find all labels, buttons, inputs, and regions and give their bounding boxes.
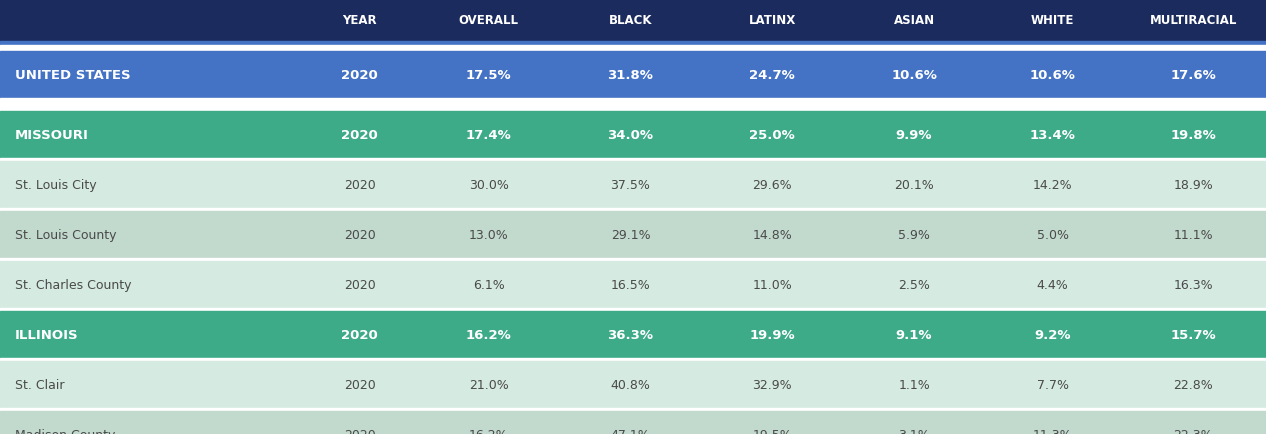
Text: 36.3%: 36.3% <box>608 328 653 341</box>
Text: 4.4%: 4.4% <box>1037 278 1069 291</box>
Text: 15.7%: 15.7% <box>1170 328 1217 341</box>
Text: 2020: 2020 <box>341 328 379 341</box>
Text: 11.1%: 11.1% <box>1174 228 1213 241</box>
Text: 19.8%: 19.8% <box>1170 129 1217 141</box>
Bar <box>0 208 1266 211</box>
Text: 10.6%: 10.6% <box>891 69 937 82</box>
Text: 30.0%: 30.0% <box>468 178 509 191</box>
Text: 16.3%: 16.3% <box>1174 278 1213 291</box>
Text: 34.0%: 34.0% <box>608 129 653 141</box>
Text: 22.8%: 22.8% <box>1174 378 1213 391</box>
Text: 40.8%: 40.8% <box>610 378 651 391</box>
Bar <box>0 358 1266 361</box>
Text: MULTIRACIAL: MULTIRACIAL <box>1150 14 1237 27</box>
Bar <box>0 159 1266 161</box>
Bar <box>0 0 1266 42</box>
Text: 9.9%: 9.9% <box>896 129 932 141</box>
Text: 13.4%: 13.4% <box>1029 129 1076 141</box>
Bar <box>0 42 1266 46</box>
Text: 3.1%: 3.1% <box>898 428 931 434</box>
Text: 37.5%: 37.5% <box>610 178 651 191</box>
Text: MISSOURI: MISSOURI <box>15 129 89 141</box>
Text: 17.6%: 17.6% <box>1170 69 1217 82</box>
Bar <box>0 258 1266 261</box>
Text: 14.8%: 14.8% <box>752 228 793 241</box>
Text: YEAR: YEAR <box>342 14 377 27</box>
Text: 5.0%: 5.0% <box>1037 228 1069 241</box>
Text: St. Charles County: St. Charles County <box>15 278 132 291</box>
Text: 11.0%: 11.0% <box>752 278 793 291</box>
Text: 2020: 2020 <box>343 278 376 291</box>
Text: 18.9%: 18.9% <box>1174 178 1213 191</box>
Text: UNITED STATES: UNITED STATES <box>15 69 130 82</box>
Text: 7.7%: 7.7% <box>1037 378 1069 391</box>
Text: 17.5%: 17.5% <box>466 69 511 82</box>
Text: 13.0%: 13.0% <box>468 228 509 241</box>
Text: 24.7%: 24.7% <box>749 69 795 82</box>
Text: St. Louis County: St. Louis County <box>15 228 116 241</box>
Bar <box>0 46 1266 52</box>
Text: 19.9%: 19.9% <box>749 328 795 341</box>
Text: 29.1%: 29.1% <box>610 228 651 241</box>
Bar <box>0 311 1266 358</box>
Text: 6.1%: 6.1% <box>472 278 505 291</box>
Text: St. Louis City: St. Louis City <box>15 178 96 191</box>
Text: 10.6%: 10.6% <box>1029 69 1076 82</box>
Text: 14.2%: 14.2% <box>1033 178 1072 191</box>
Text: ASIAN: ASIAN <box>894 14 934 27</box>
Bar <box>0 408 1266 411</box>
Bar <box>0 52 1266 99</box>
Bar <box>0 411 1266 434</box>
Text: 29.6%: 29.6% <box>752 178 793 191</box>
Text: 16.2%: 16.2% <box>468 428 509 434</box>
Bar <box>0 261 1266 308</box>
Text: 32.9%: 32.9% <box>752 378 793 391</box>
Bar <box>0 308 1266 311</box>
Text: ILLINOIS: ILLINOIS <box>15 328 78 341</box>
Text: Madison County: Madison County <box>15 428 115 434</box>
Text: 2020: 2020 <box>343 378 376 391</box>
Text: 5.9%: 5.9% <box>898 228 931 241</box>
Text: 19.5%: 19.5% <box>752 428 793 434</box>
Text: 1.1%: 1.1% <box>898 378 931 391</box>
Text: 16.5%: 16.5% <box>610 278 651 291</box>
Bar <box>0 112 1266 159</box>
Text: 16.2%: 16.2% <box>466 328 511 341</box>
Text: 2020: 2020 <box>341 129 379 141</box>
Text: 11.3%: 11.3% <box>1033 428 1072 434</box>
Text: St. Clair: St. Clair <box>15 378 65 391</box>
Text: 2020: 2020 <box>341 69 379 82</box>
Bar <box>0 102 1266 112</box>
Bar <box>0 99 1266 102</box>
Text: BLACK: BLACK <box>609 14 652 27</box>
Text: 47.1%: 47.1% <box>610 428 651 434</box>
Text: 2020: 2020 <box>343 428 376 434</box>
Bar <box>0 161 1266 208</box>
Text: 25.0%: 25.0% <box>749 129 795 141</box>
Text: 9.1%: 9.1% <box>896 328 932 341</box>
Text: 2020: 2020 <box>343 178 376 191</box>
Text: 2020: 2020 <box>343 228 376 241</box>
Text: LATINX: LATINX <box>748 14 796 27</box>
Bar <box>0 211 1266 258</box>
Text: 17.4%: 17.4% <box>466 129 511 141</box>
Text: WHITE: WHITE <box>1031 14 1075 27</box>
Bar <box>0 361 1266 408</box>
Text: 9.2%: 9.2% <box>1034 328 1071 341</box>
Text: 20.1%: 20.1% <box>894 178 934 191</box>
Text: 31.8%: 31.8% <box>608 69 653 82</box>
Text: 21.0%: 21.0% <box>468 378 509 391</box>
Text: OVERALL: OVERALL <box>458 14 519 27</box>
Text: 2.5%: 2.5% <box>898 278 931 291</box>
Text: 22.3%: 22.3% <box>1174 428 1213 434</box>
